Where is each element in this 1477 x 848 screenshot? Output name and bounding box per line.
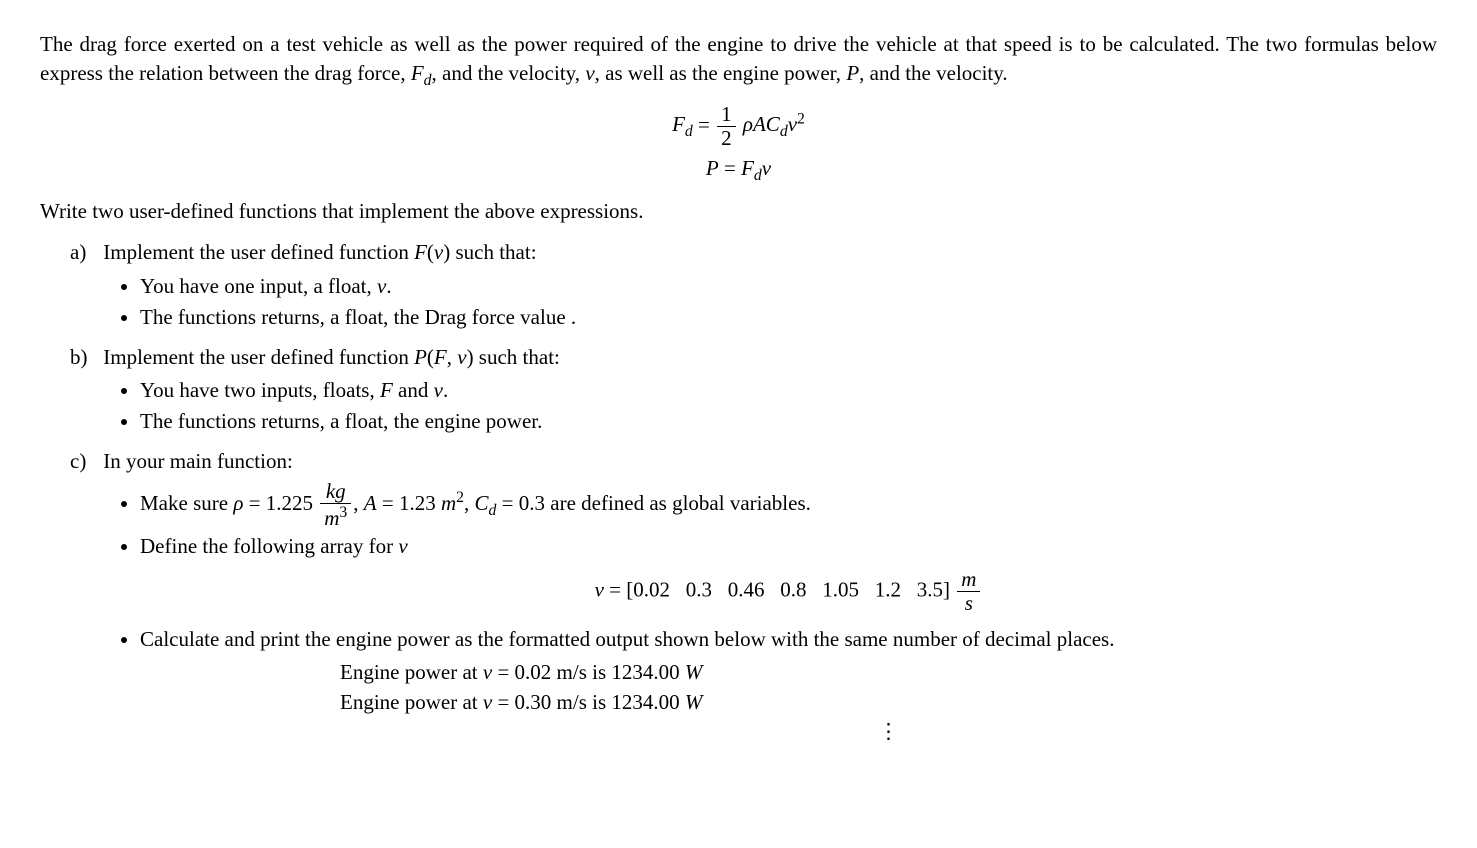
- task-a-bullet-2: The functions returns, a float, the Drag…: [140, 303, 1437, 332]
- task-b-bullet-1: You have two inputs, floats, F and v.: [140, 376, 1437, 405]
- task-c-bullets: Make sure ρ = 1.225 kgm3, A = 1.23 m2, C…: [70, 480, 1437, 746]
- v-array-equation: v = [0.02 0.3 0.46 0.8 1.05 1.2 3.5] ms: [140, 568, 1437, 615]
- sample-output-line-1: Engine power at v = 0.02 m/s is 1234.00 …: [340, 658, 1437, 687]
- equation-power: P = Fdv: [40, 154, 1437, 187]
- intro-paragraph: The drag force exerted on a test vehicle…: [40, 30, 1437, 93]
- sample-output-line-2: Engine power at v = 0.30 m/s is 1234.00 …: [340, 688, 1437, 717]
- task-c: c) In your main function: Make sure ρ = …: [70, 447, 1437, 747]
- task-b-bullet-2: The functions returns, a float, the engi…: [140, 407, 1437, 436]
- sample-output: Engine power at v = 0.02 m/s is 1234.00 …: [140, 658, 1437, 746]
- task-c-bullet-1: Make sure ρ = 1.225 kgm3, A = 1.23 m2, C…: [140, 480, 1437, 530]
- task-a: a) Implement the user defined function F…: [70, 238, 1437, 332]
- equation-drag-force: Fd = 12 ρACdv2: [40, 103, 1437, 150]
- task-a-bullets: You have one input, a float, v. The func…: [70, 272, 1437, 333]
- task-b: b) Implement the user defined function P…: [70, 343, 1437, 437]
- task-c-label: c): [70, 447, 98, 476]
- task-b-bullets: You have two inputs, floats, F and v. Th…: [70, 376, 1437, 437]
- equation-block: Fd = 12 ρACdv2 P = Fdv: [40, 103, 1437, 187]
- sample-output-vdots: ⋮: [340, 717, 1437, 746]
- task-c-text: In your main function:: [103, 449, 293, 473]
- write-functions-instruction: Write two user-defined functions that im…: [40, 197, 1437, 226]
- task-c-bullet-3: Calculate and print the engine power as …: [140, 625, 1437, 747]
- task-a-bullet-1: You have one input, a float, v.: [140, 272, 1437, 301]
- task-a-label: a): [70, 238, 98, 267]
- task-c-bullet-3-text: Calculate and print the engine power as …: [140, 627, 1114, 651]
- task-c-bullet-2: Define the following array for v v = [0.…: [140, 532, 1437, 615]
- task-b-label: b): [70, 343, 98, 372]
- task-list: a) Implement the user defined function F…: [40, 238, 1437, 746]
